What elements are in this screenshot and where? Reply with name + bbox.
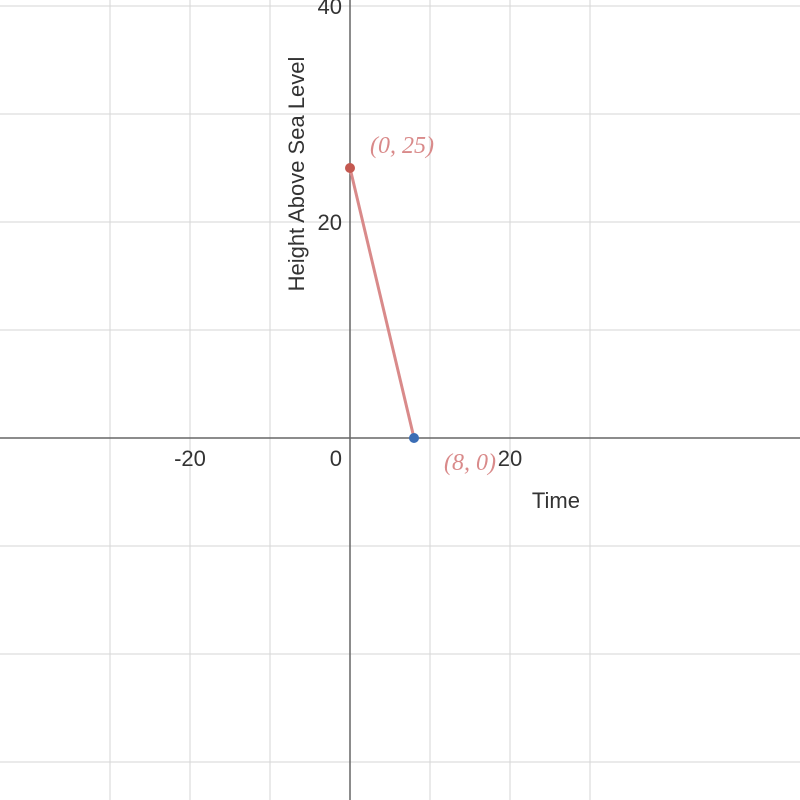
y-axis-label: Height Above Sea Level [284,57,309,292]
x-tick-label: -20 [174,446,206,471]
coordinate-chart: -20 0 20 20 40 Time Height Above Sea Level (0, … [0,0,800,800]
point-label: (0, 25) [370,133,434,159]
x-tick-label: 20 [498,446,522,471]
x-axis-label: Time [532,488,580,513]
x-tick-label: 0 [330,446,342,471]
chart-container: -20 0 20 20 40 Time Height Above Sea Level (0, … [0,0,800,800]
y-tick-label: 20 [318,210,342,235]
y-tick-label: 40 [318,0,342,19]
point-label: (8, 0) [444,450,496,476]
data-point [409,433,419,443]
data-point [345,163,355,173]
